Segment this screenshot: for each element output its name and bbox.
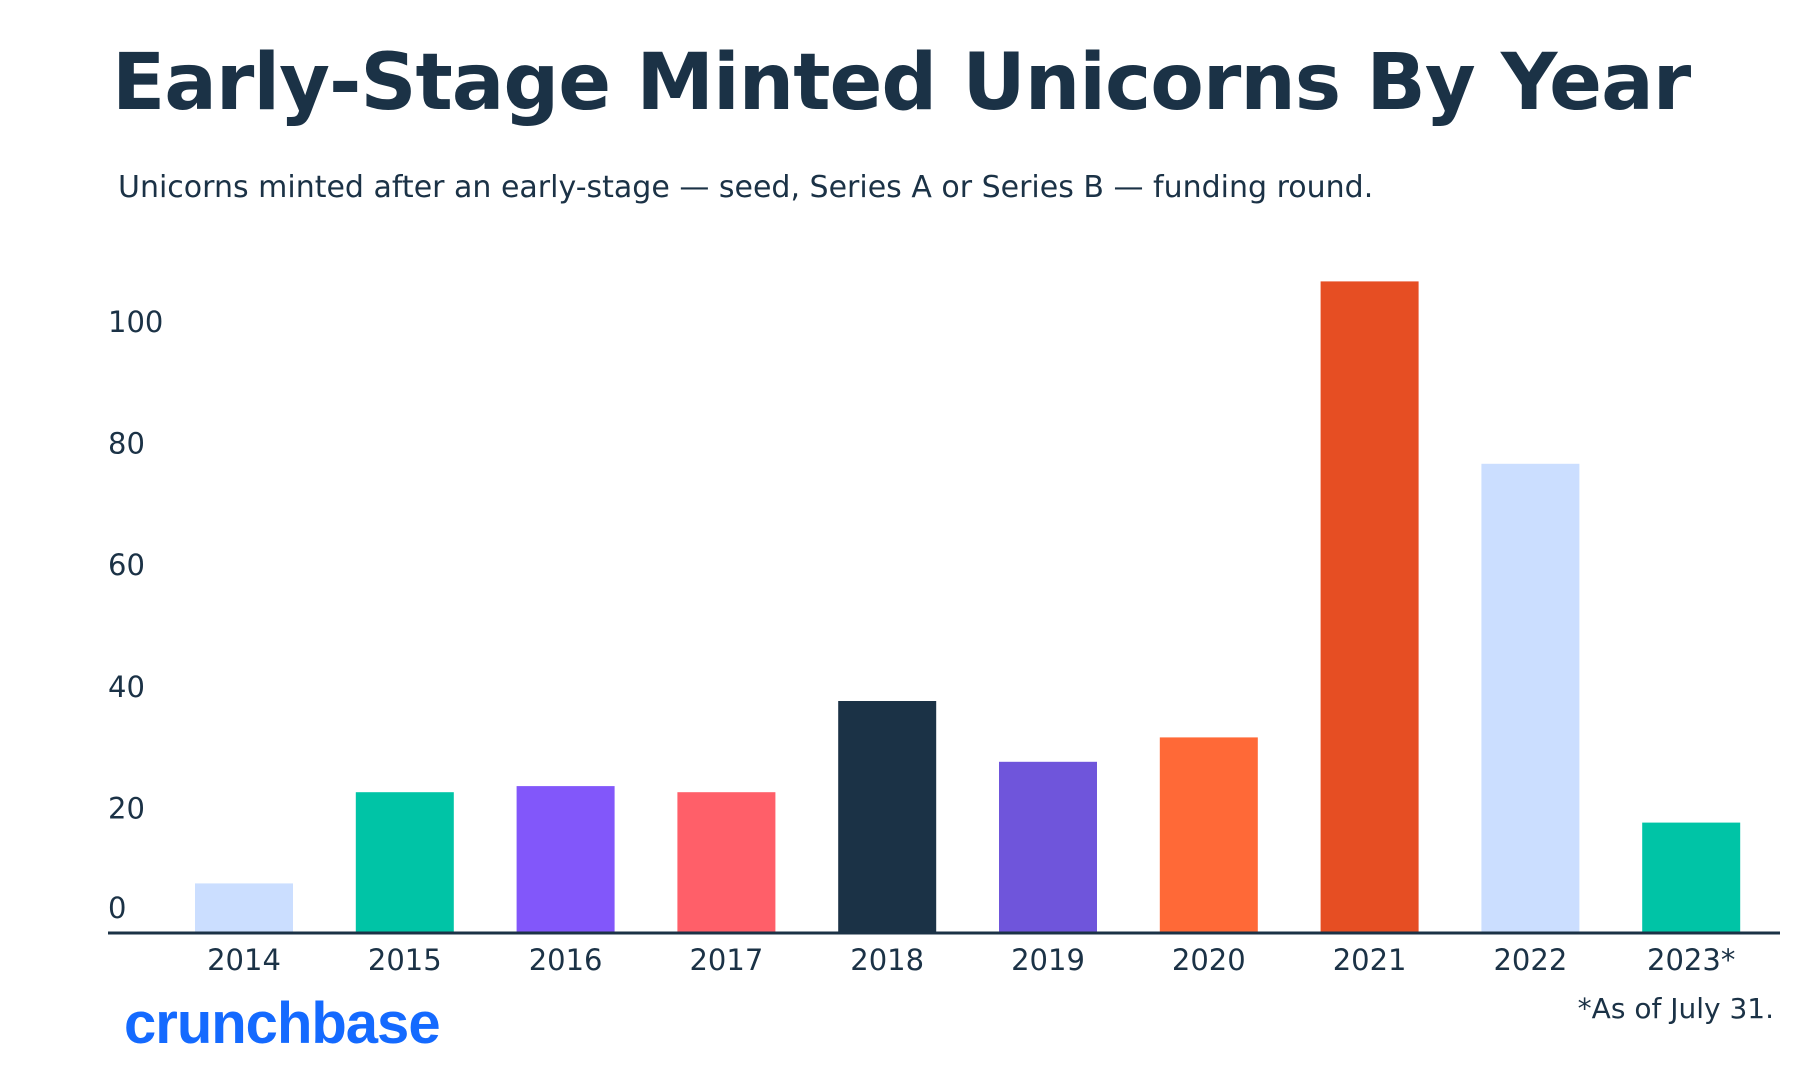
bars-group	[195, 281, 1741, 932]
x-tick-label: 2023*	[1647, 943, 1735, 977]
y-tick-label: 60	[108, 548, 145, 582]
y-tick-label: 100	[108, 305, 163, 339]
bar-2014	[195, 883, 293, 932]
y-tick-label: 40	[108, 670, 145, 704]
bar-2023	[1642, 822, 1741, 932]
bar-2015	[355, 792, 454, 932]
bar-2019	[999, 761, 1097, 932]
chart-title: Early-Stage Minted Unicorns By Year	[112, 38, 1691, 128]
x-tick-label: 2019	[1011, 943, 1085, 977]
y-axis-ticks: 0 20 40 60 80 100	[108, 305, 163, 925]
x-axis-ticks: 2014 2015 2016 2017 2018 2019 2020 2021 2022 2023…	[207, 943, 1735, 977]
y-tick-label: 20	[108, 791, 145, 825]
chart-subtitle: Unicorns minted after an early-stage — s…	[118, 170, 1374, 205]
crunchbase-logo: crunchbase	[124, 991, 441, 1056]
x-tick-label: 2015	[368, 943, 442, 977]
x-tick-label: 2022	[1493, 943, 1567, 977]
x-tick-label: 2017	[689, 943, 763, 977]
bar-2021	[1320, 281, 1419, 932]
x-tick-label: 2016	[529, 943, 603, 977]
y-tick-label: 0	[108, 891, 126, 925]
x-tick-label: 2018	[850, 943, 924, 977]
bar-2022	[1481, 463, 1580, 932]
x-tick-label: 2020	[1172, 943, 1246, 977]
y-tick-label: 80	[108, 427, 145, 461]
bar-2016	[516, 786, 615, 932]
bar-2017	[677, 792, 776, 932]
bar-2018	[838, 701, 937, 932]
footnote: *As of July 31.	[1577, 992, 1774, 1025]
bar-2020	[1159, 737, 1258, 932]
x-tick-label: 2021	[1333, 943, 1407, 977]
x-tick-label: 2014	[207, 943, 281, 977]
